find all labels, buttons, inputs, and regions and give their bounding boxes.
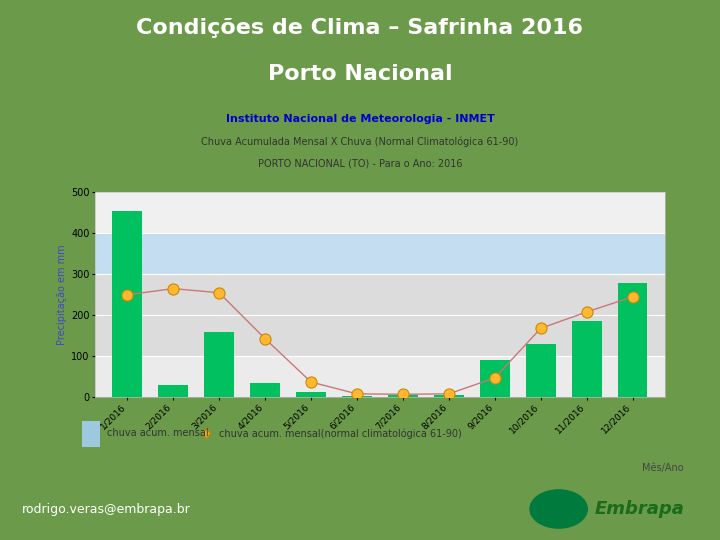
Bar	[618, 282, 647, 397]
Bar	[250, 383, 280, 397]
Bar	[95, 192, 665, 233]
Text: chuva acum. mensal(normal climatológica 61-90): chuva acum. mensal(normal climatológica …	[218, 428, 462, 438]
Bar	[95, 274, 665, 356]
Text: Chuva Acumulada Mensal X Chuva (Normal Climatológica 61-90): Chuva Acumulada Mensal X Chuva (Normal C…	[202, 137, 518, 147]
Bar	[526, 344, 556, 397]
Bar	[388, 395, 418, 397]
Text: Mês/Ano: Mês/Ano	[642, 463, 684, 472]
Bar	[204, 332, 234, 397]
Bar	[95, 356, 665, 397]
Text: chuva acum. mensal: chuva acum. mensal	[107, 428, 209, 438]
Text: Instituto Nacional de Meteorologia - INMET: Instituto Nacional de Meteorologia - INM…	[225, 114, 495, 124]
Bar	[342, 396, 372, 397]
Text: rodrigo.veras@embrapa.br: rodrigo.veras@embrapa.br	[22, 503, 190, 516]
Bar	[112, 211, 142, 397]
Text: Embrapa: Embrapa	[595, 500, 685, 518]
Ellipse shape	[529, 489, 588, 529]
Bar	[480, 360, 510, 397]
Bar	[572, 321, 601, 397]
Bar	[296, 392, 326, 397]
Text: PORTO NACIONAL (TO) - Para o Ano: 2016: PORTO NACIONAL (TO) - Para o Ano: 2016	[258, 159, 462, 169]
Bar	[158, 385, 188, 397]
Bar	[95, 233, 665, 274]
Bar	[434, 395, 464, 397]
Bar	[82, 421, 100, 447]
Text: Condições de Clima – Safrinha 2016: Condições de Clima – Safrinha 2016	[137, 18, 583, 38]
Y-axis label: Precipitação em mm: Precipitação em mm	[57, 245, 67, 345]
Text: Porto Nacional: Porto Nacional	[268, 64, 452, 84]
